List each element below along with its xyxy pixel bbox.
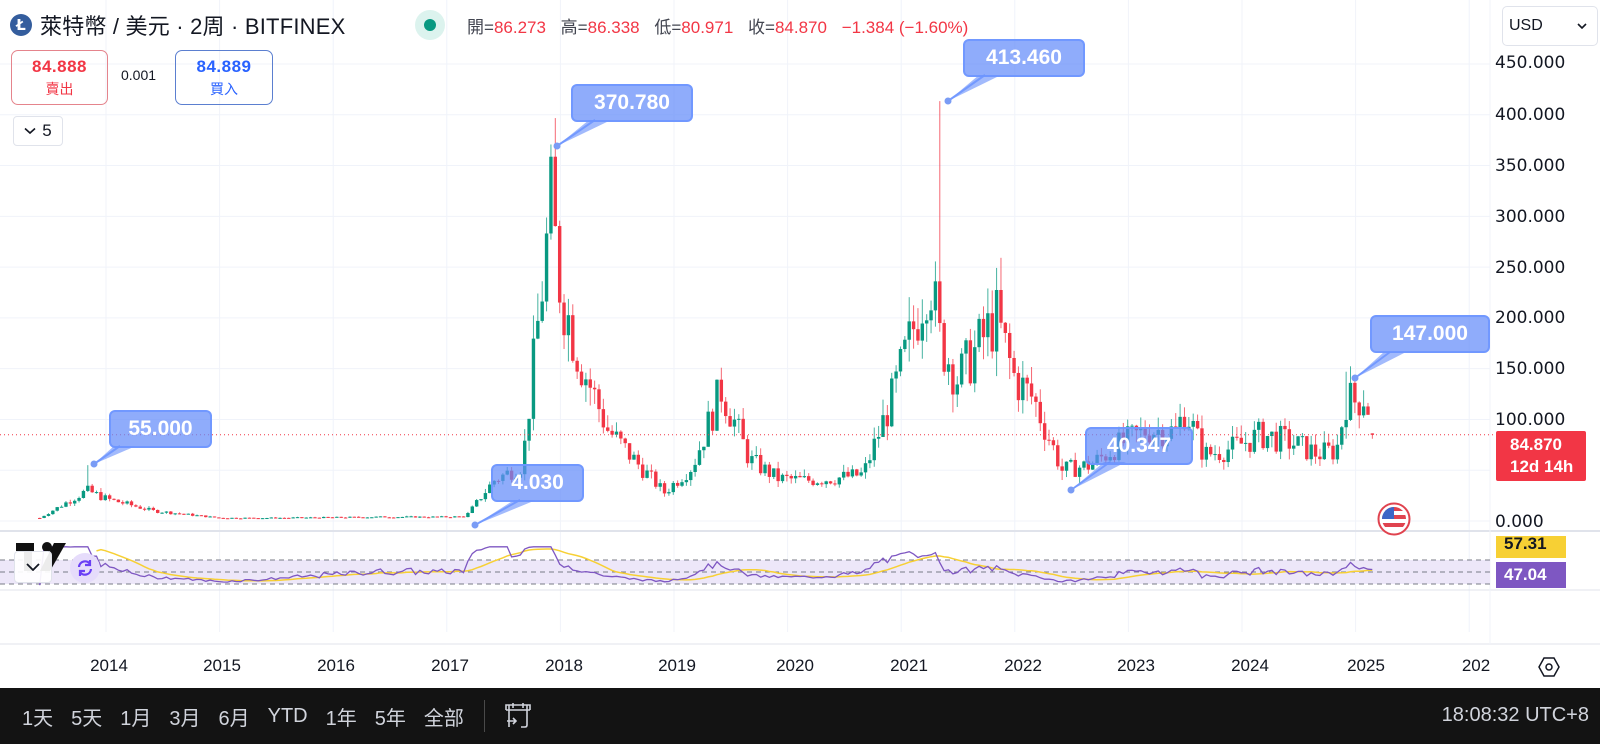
price-tick: 350.000 <box>1495 156 1566 176</box>
price-tick: 200.000 <box>1495 308 1566 328</box>
range-5y-button[interactable]: 5年 <box>374 707 406 730</box>
buy-price: 84.889 <box>196 56 252 76</box>
year-tick: 2015 <box>203 656 241 675</box>
low-label: 低= <box>654 18 682 37</box>
litecoin-logo-icon: Ł <box>10 14 32 36</box>
last-price-tag: 84.870 12d 14h <box>1496 431 1586 481</box>
price-tick: 0.000 <box>1495 512 1544 532</box>
sell-price: 84.888 <box>32 56 87 76</box>
bar-countdown: 12d 14h <box>1510 457 1574 476</box>
year-tick: 2020 <box>776 656 814 675</box>
spread-value: 0.001 <box>121 67 157 83</box>
year-tick: 202 <box>1461 656 1491 675</box>
year-tick: 2024 <box>1231 656 1269 675</box>
price-note-413[interactable]: 413.460 <box>963 39 1085 77</box>
year-tick: 2018 <box>545 656 583 675</box>
range-6m-button[interactable]: 6月 <box>218 707 250 730</box>
rsi-ma-tag: 57.31 <box>1496 536 1566 558</box>
year-tick: 2016 <box>317 656 355 675</box>
year-tick: 2017 <box>431 656 469 675</box>
year-tick: 2021 <box>890 656 928 675</box>
year-tick: 2019 <box>658 656 696 675</box>
chart-settings-hexagon-icon[interactable] <box>1537 655 1561 679</box>
price-note-370[interactable]: 370.780 <box>571 84 693 122</box>
sell-button[interactable]: 84.888 賣出 <box>11 50 108 105</box>
price-tick: 300.000 <box>1495 207 1566 227</box>
indicators-collapse-button[interactable]: 5 <box>13 116 63 146</box>
price-tick: 450.000 <box>1495 53 1566 73</box>
range-1m-button[interactable]: 1月 <box>120 707 152 730</box>
us-flag-event-icon[interactable] <box>1377 502 1411 536</box>
market-open-dot-icon <box>424 19 436 31</box>
rsi-pane-collapse-button[interactable] <box>14 551 52 583</box>
high-label: 高= <box>560 18 588 37</box>
range-ytd-button[interactable]: YTD <box>267 704 308 727</box>
currency-select[interactable]: USD <box>1502 6 1598 46</box>
chevron-down-icon <box>24 127 36 135</box>
year-tick: 2025 <box>1347 656 1385 675</box>
high-value: 86.338 <box>587 18 640 37</box>
buy-label: 買入 <box>210 80 238 97</box>
chevron-down-icon <box>1577 23 1587 29</box>
open-value: 86.273 <box>493 18 546 37</box>
market-status-indicator[interactable] <box>415 10 445 40</box>
close-label: 收= <box>748 18 775 37</box>
price-note-40[interactable]: 40.347 <box>1085 427 1193 465</box>
price-note-55[interactable]: 55.000 <box>109 410 212 448</box>
year-tick: 2014 <box>90 656 128 675</box>
year-tick: 2023 <box>1117 656 1155 675</box>
price-note-147[interactable]: 147.000 <box>1370 315 1490 353</box>
rsi-value-tag: 47.04 <box>1496 562 1566 588</box>
symbol-header[interactable]: Ł 萊特幣 / 美元 · 2周 · BITFINEX <box>10 8 346 42</box>
price-note-4[interactable]: 4.030 <box>491 464 584 502</box>
change-value: −1.384 (−1.60%) <box>841 18 969 37</box>
year-tick: 2022 <box>1004 656 1042 675</box>
range-all-button[interactable]: 全部 <box>423 707 464 730</box>
chevron-down-icon <box>26 563 40 571</box>
price-tick: 100.000 <box>1495 410 1566 430</box>
close-value: 84.870 <box>774 18 827 37</box>
low-value: 80.971 <box>681 18 734 37</box>
range-5d-button[interactable]: 5天 <box>71 707 103 730</box>
sell-label: 賣出 <box>45 80 74 97</box>
utc-clock[interactable]: 18:08:32 UTC+8 <box>1441 704 1589 726</box>
range-3m-button[interactable]: 3月 <box>169 707 201 730</box>
refresh-icon <box>77 560 93 576</box>
last-price-value: 84.870 <box>1510 435 1562 454</box>
price-tick: 150.000 <box>1495 359 1566 379</box>
currency-value: USD <box>1509 17 1543 34</box>
range-1y-button[interactable]: 1年 <box>325 707 357 730</box>
go-to-date-calendar-icon[interactable] <box>503 701 533 731</box>
toolbar-divider <box>483 700 485 732</box>
rsi-refresh-button[interactable] <box>70 553 100 583</box>
bottom-toolbar: 1天 5天 1月 3月 6月 YTD 1年 5年 全部 18:08:32 UTC… <box>0 688 1600 744</box>
symbol-title: 萊特幣 / 美元 · 2周 · BITFINEX <box>40 14 346 39</box>
buy-button[interactable]: 84.889 買入 <box>175 50 273 105</box>
indicators-count: 5 <box>42 121 52 140</box>
open-label: 開= <box>467 18 494 37</box>
price-tick: 400.000 <box>1495 105 1566 125</box>
price-tick: 250.000 <box>1495 258 1566 278</box>
range-1d-button[interactable]: 1天 <box>22 707 54 730</box>
ohlc-legend: 開=86.273 高=86.338 低=80.971 收=84.870 −1.3… <box>467 13 978 38</box>
